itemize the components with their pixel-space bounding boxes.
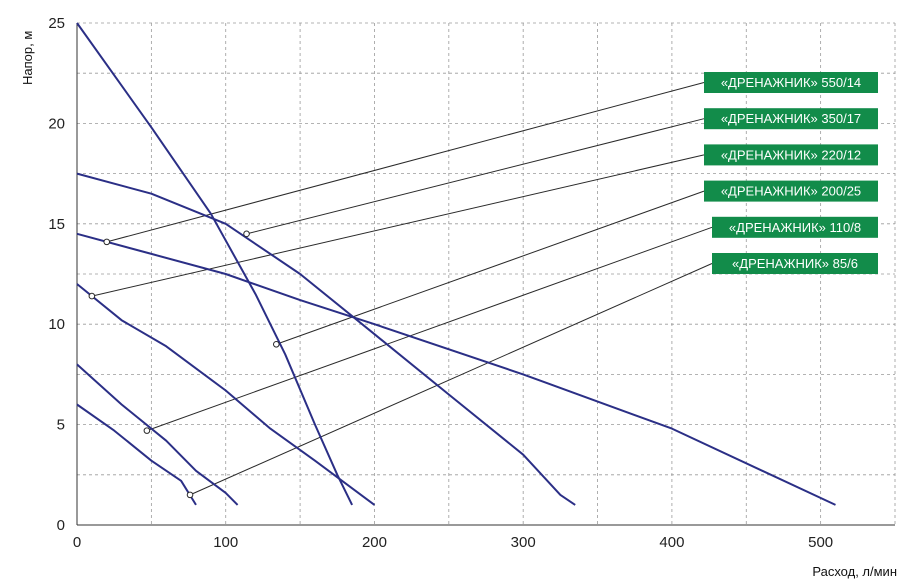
legend-box [712, 253, 878, 274]
y-tick-label: 25 [48, 15, 65, 32]
x-tick-label: 500 [808, 534, 833, 551]
y-tick-label: 5 [57, 417, 65, 434]
x-tick-label: 200 [362, 534, 387, 551]
curve-marker [103, 238, 111, 246]
leader-line [189, 263, 713, 496]
y-tick-label: 20 [48, 115, 65, 132]
leader-line [276, 190, 705, 345]
legend-box [704, 72, 878, 93]
x-tick-label: 300 [511, 534, 536, 551]
curve-marker [272, 340, 280, 348]
y-tick-label: 15 [48, 216, 65, 233]
pump-curve [76, 172, 576, 506]
legend-label: «ДРЕНАЖНИК» 350/17 [721, 111, 861, 126]
legend-label: «ДРЕНАЖНИК» 220/12 [721, 147, 861, 162]
x-axis-label: Расход, л/мин [812, 564, 897, 579]
legend-label: «ДРЕНАЖНИК» 85/6 [732, 256, 858, 271]
legend: «ДРЕНАЖНИК» 550/14 «ДРЕНАЖНИК» 350/17 «ДРЕ… [704, 72, 878, 274]
curve-markers [88, 230, 280, 499]
y-tick-label: 0 [57, 517, 65, 534]
y-axis-label: Напор, м [20, 31, 35, 85]
pump-curves [76, 22, 836, 506]
pump-curve [76, 363, 239, 506]
leader-lines [91, 82, 713, 496]
pump-curve [76, 22, 353, 506]
pump-curve [76, 403, 197, 506]
pump-curve [76, 283, 376, 506]
legend-box [712, 216, 878, 238]
legend-box [704, 108, 878, 130]
axes [76, 23, 895, 526]
curve-marker [243, 230, 250, 238]
x-tick-label: 0 [73, 534, 81, 551]
tick-labels: 0 100 200 300 400 500 0 5 10 15 20 25 [48, 15, 833, 551]
legend-label: «ДРЕНАЖНИК» 200/25 [721, 184, 861, 199]
curve-marker [143, 427, 151, 434]
leader-line [106, 82, 705, 243]
legend-box [704, 144, 878, 166]
x-tick-label: 100 [213, 534, 238, 551]
legend-label: «ДРЕНАЖНИК» 110/8 [729, 220, 861, 235]
curve-marker [88, 292, 96, 300]
curve-marker [186, 491, 194, 499]
legend-label: «ДРЕНАЖНИК» 550/14 [721, 75, 861, 90]
leader-line [91, 154, 705, 297]
legend-box [704, 180, 878, 202]
leader-line [246, 118, 705, 235]
leader-line [146, 226, 713, 432]
y-tick-label: 10 [48, 316, 65, 333]
pump-curve [76, 232, 836, 506]
x-tick-label: 400 [659, 534, 684, 551]
